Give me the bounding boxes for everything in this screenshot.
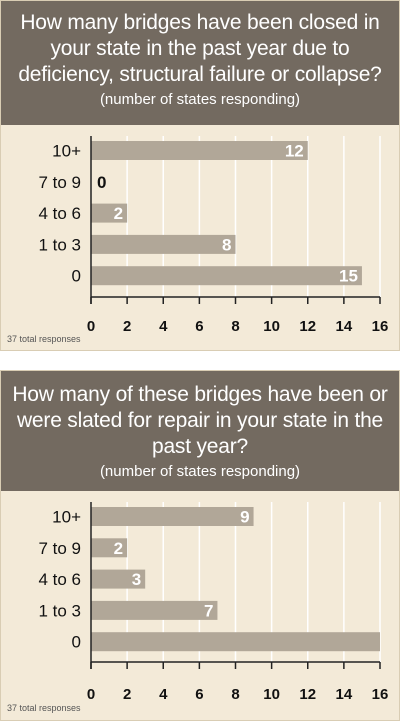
data-label: 2 — [114, 539, 123, 558]
data-label: 9 — [240, 508, 249, 527]
category-label: 1 to 3 — [38, 235, 81, 254]
category-label: 1 to 3 — [38, 601, 81, 620]
x-tick-label: 16 — [372, 686, 389, 703]
chart-1-plot: 10+ 127 to 9 04 to 6 21 to 3 80 150 2 4 6 8 10 12 14… — [38, 136, 389, 335]
chart-2-header: How many of these bridges have been or w… — [1, 371, 399, 491]
category-label: 7 to 9 — [38, 539, 81, 558]
category-label: 7 to 9 — [38, 173, 81, 192]
x-tick-label: 10 — [263, 318, 280, 335]
bar — [91, 266, 362, 286]
data-label: 8 — [222, 235, 231, 254]
chart-1-header: How many bridges have been closed in you… — [1, 1, 399, 125]
data-label: 15 — [339, 267, 358, 286]
category-label: 10+ — [52, 142, 81, 161]
x-tick-label: 0 — [87, 318, 95, 335]
x-tick-label: 10 — [263, 686, 280, 703]
x-tick-label: 2 — [123, 686, 131, 703]
chart-1-footnote: 37 total responses — [7, 334, 81, 344]
bar — [91, 569, 146, 589]
chart-panel-1: How many bridges have been closed in you… — [0, 0, 400, 351]
x-tick-label: 6 — [195, 686, 203, 703]
x-tick-label: 2 — [123, 318, 131, 335]
chart-2-footnote: 37 total responses — [7, 703, 81, 713]
x-tick-label: 6 — [195, 318, 203, 335]
x-tick-label: 4 — [159, 686, 168, 703]
category-label: 0 — [72, 267, 81, 286]
category-label: 10+ — [52, 508, 81, 527]
bar — [91, 538, 128, 558]
x-tick-label: 14 — [336, 318, 353, 335]
category-label: 4 to 6 — [38, 570, 81, 589]
chart-1-title: How many bridges have been closed in you… — [18, 11, 382, 86]
bar — [91, 600, 218, 620]
x-tick-label: 12 — [299, 318, 316, 335]
data-label: 2 — [114, 204, 123, 223]
bar — [91, 234, 236, 254]
data-label: 3 — [132, 570, 141, 589]
data-label: 12 — [285, 142, 304, 161]
x-tick-label: 16 — [372, 318, 389, 335]
chart-2-title: How many of these bridges have been or w… — [12, 383, 388, 458]
x-tick-label: 8 — [231, 318, 239, 335]
bar — [91, 203, 128, 223]
x-tick-label: 0 — [87, 686, 95, 703]
bar — [91, 507, 254, 526]
chart-1-subtitle: (number of states responding) — [99, 91, 301, 108]
chart-2-plot: 10+ 9 7 to 9 2 4 to 6 3 1 to 3 7 0 0 2 4 6 8 10 12 14 16 — [38, 502, 389, 703]
bar — [91, 141, 308, 160]
category-label: 0 — [72, 633, 81, 652]
data-label: 7 — [204, 601, 213, 620]
bar — [91, 632, 380, 652]
x-tick-label: 4 — [159, 318, 168, 335]
category-label: 4 to 6 — [38, 204, 81, 223]
x-tick-label: 12 — [299, 686, 316, 703]
chart-panel-2: How many of these bridges have been or w… — [0, 370, 400, 721]
chart-2-subtitle: (number of states responding) — [99, 463, 301, 480]
x-tick-label: 8 — [231, 686, 239, 703]
data-label: 0 — [97, 173, 106, 192]
x-tick-label: 14 — [336, 686, 353, 703]
